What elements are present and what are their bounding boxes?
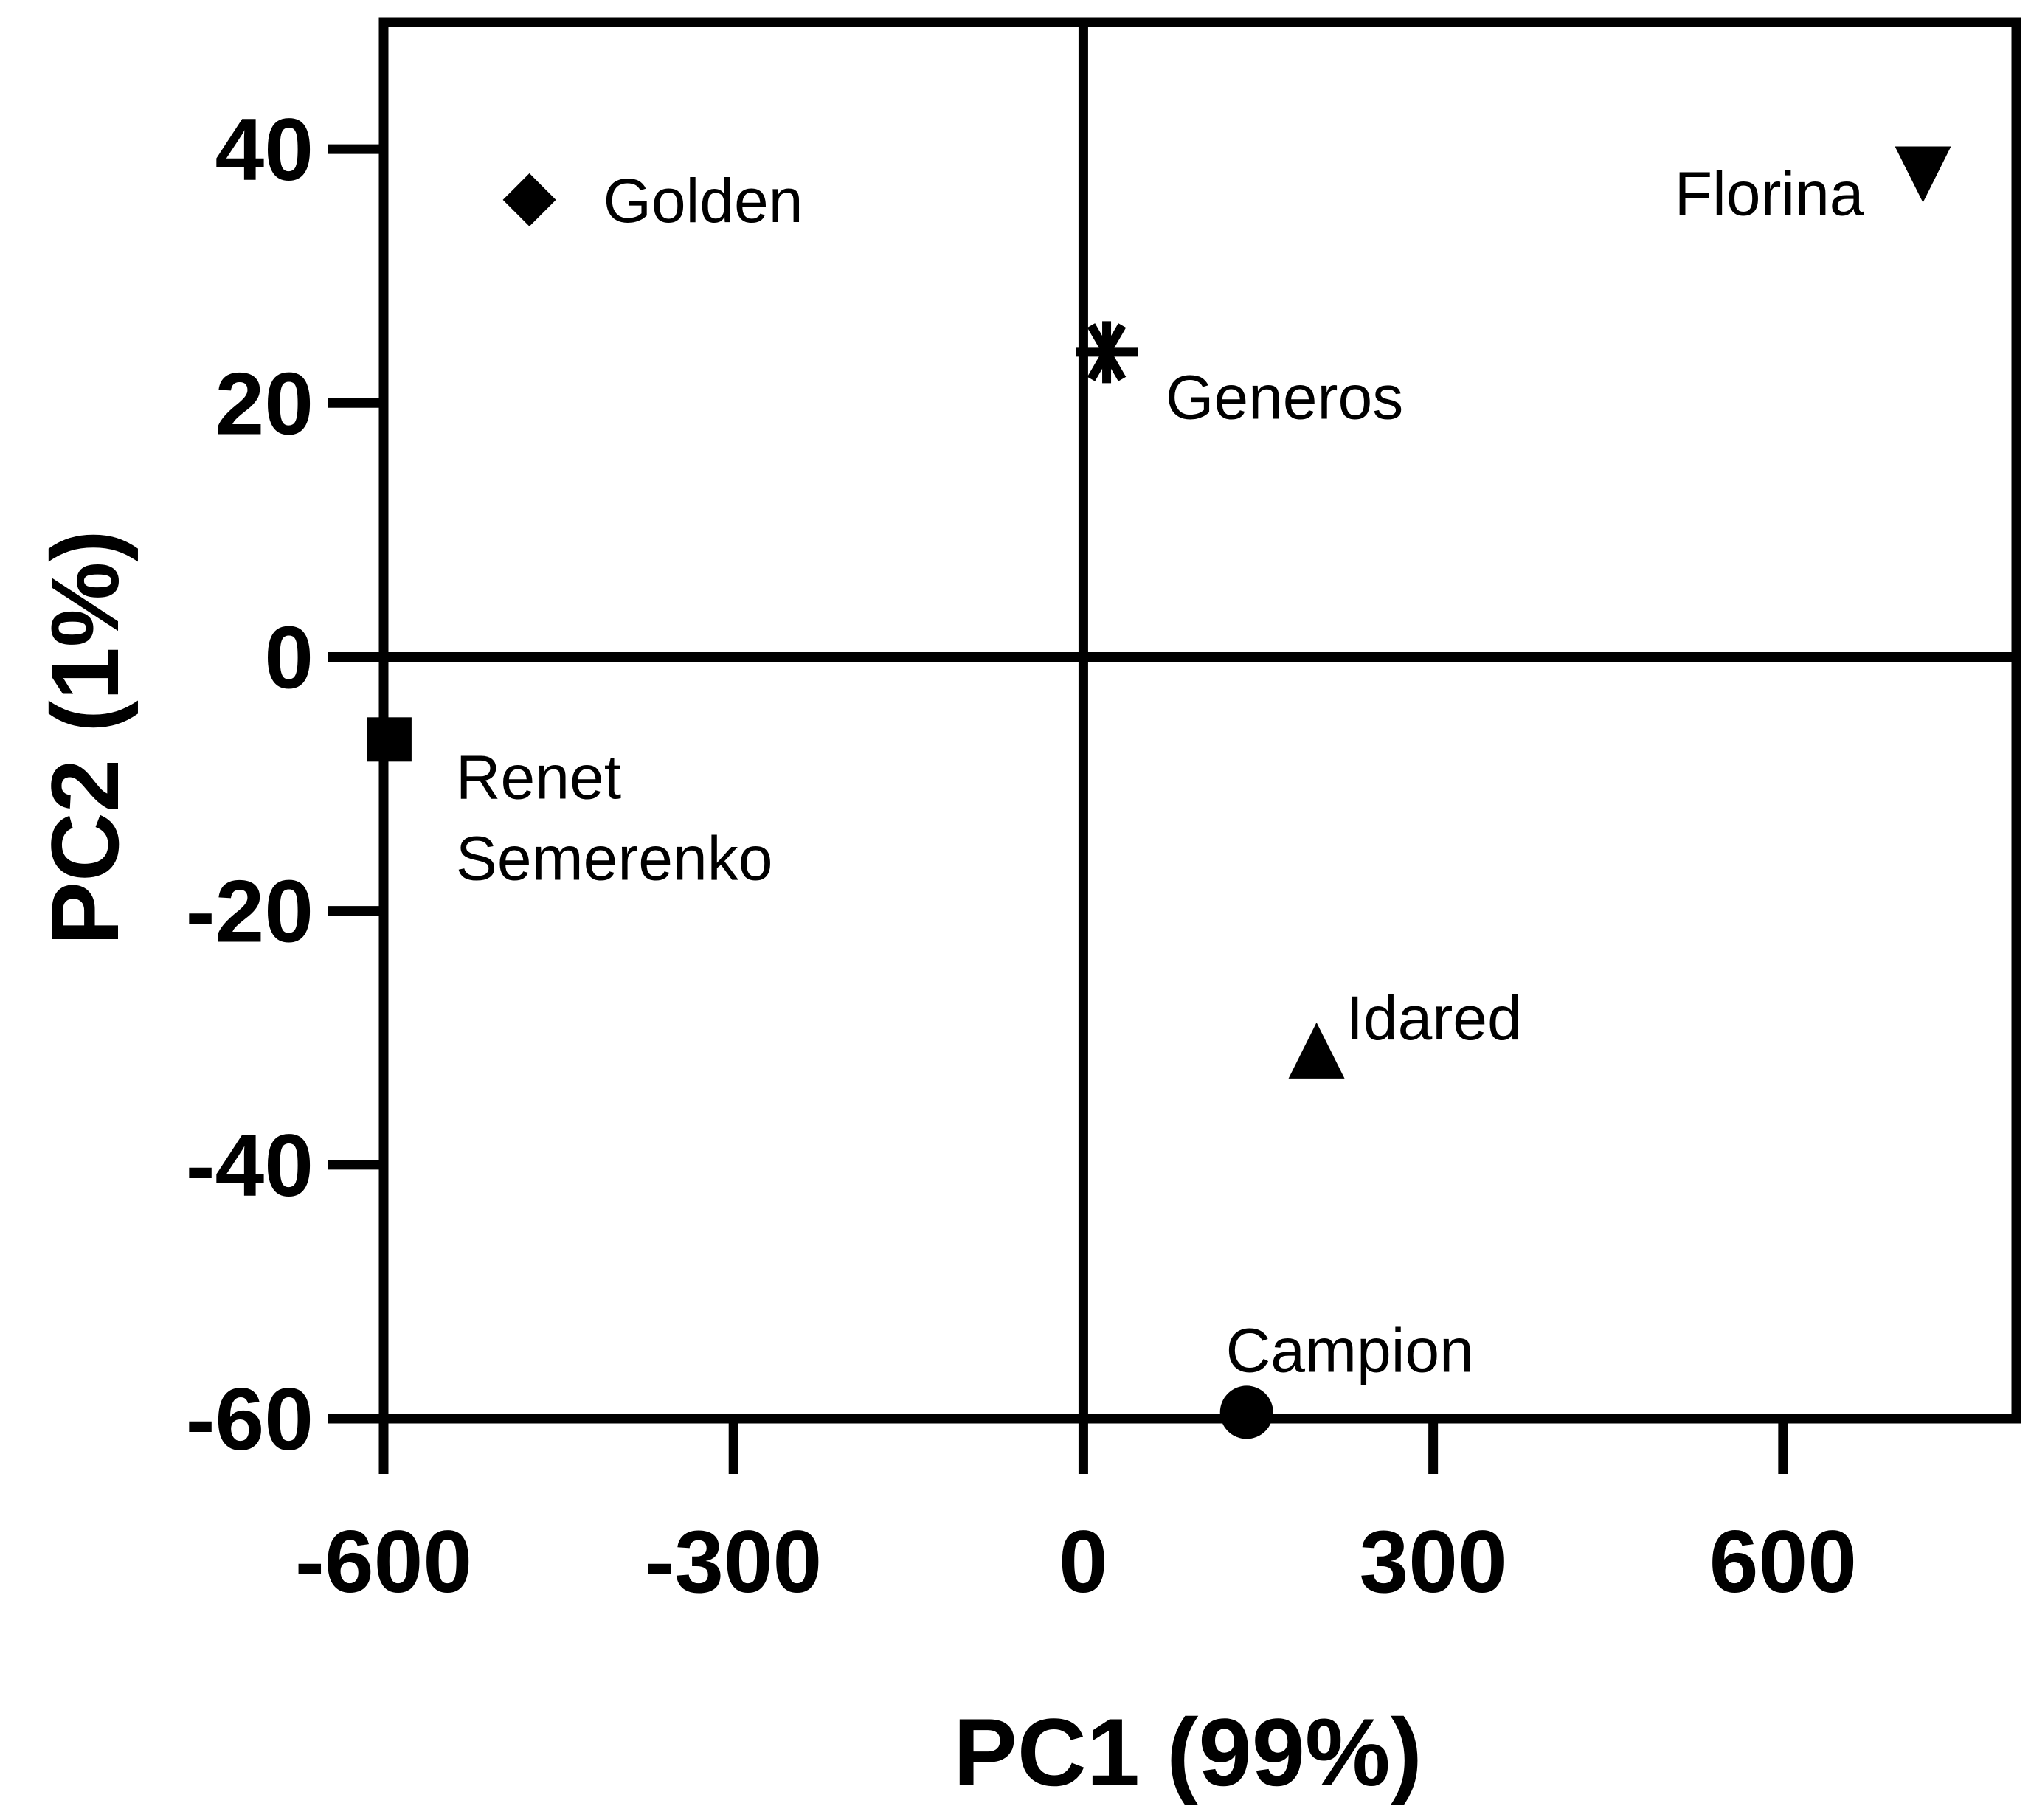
- point-label: Generos: [1166, 362, 1403, 432]
- y-tick-label: 0: [264, 608, 314, 707]
- y-tick-label: -20: [186, 862, 314, 961]
- point-label: Semerenko: [456, 823, 773, 893]
- x-axis-title: PC1 (99%): [953, 1698, 1422, 1806]
- x-tick-label: 300: [1360, 1512, 1507, 1611]
- data-point: Generos: [1076, 321, 1403, 432]
- data-point: Idared: [1288, 983, 1522, 1079]
- y-tick-label: -60: [186, 1370, 314, 1469]
- ticks: -600 -300 0 300 600 40 20 0 -20 -40 -60: [186, 100, 1857, 1611]
- y-tick-label: 40: [215, 100, 314, 199]
- point-label: Idared: [1346, 983, 1522, 1053]
- x-tick-label: 0: [1059, 1512, 1108, 1611]
- y-tick-label: -40: [186, 1116, 314, 1215]
- circle-marker: [1219, 1385, 1273, 1439]
- data-point: Campion: [1219, 1315, 1474, 1439]
- point-label: Campion: [1226, 1315, 1474, 1385]
- y-tick-label: 20: [215, 354, 314, 453]
- points: Golden Florina Generos Renet Semerenko Idared…: [367, 146, 1951, 1439]
- asterisk-marker: [1076, 321, 1138, 384]
- data-point: Golden: [502, 166, 803, 235]
- point-label: Golden: [603, 166, 803, 235]
- data-point: Renet Semerenko: [367, 717, 773, 893]
- point-label: Florina: [1675, 159, 1864, 229]
- x-tick-label: -300: [645, 1512, 822, 1611]
- x-tick-label: 600: [1709, 1512, 1857, 1611]
- triangle-down-marker: [1895, 146, 1951, 203]
- square-marker: [367, 717, 412, 762]
- diamond-marker: [502, 173, 556, 226]
- point-label: Renet: [456, 742, 621, 812]
- y-axis-title: PC2 (1%): [31, 530, 139, 945]
- data-point: Florina: [1675, 146, 1951, 229]
- triangle-up-marker: [1288, 1022, 1345, 1079]
- x-tick-label: -600: [295, 1512, 472, 1611]
